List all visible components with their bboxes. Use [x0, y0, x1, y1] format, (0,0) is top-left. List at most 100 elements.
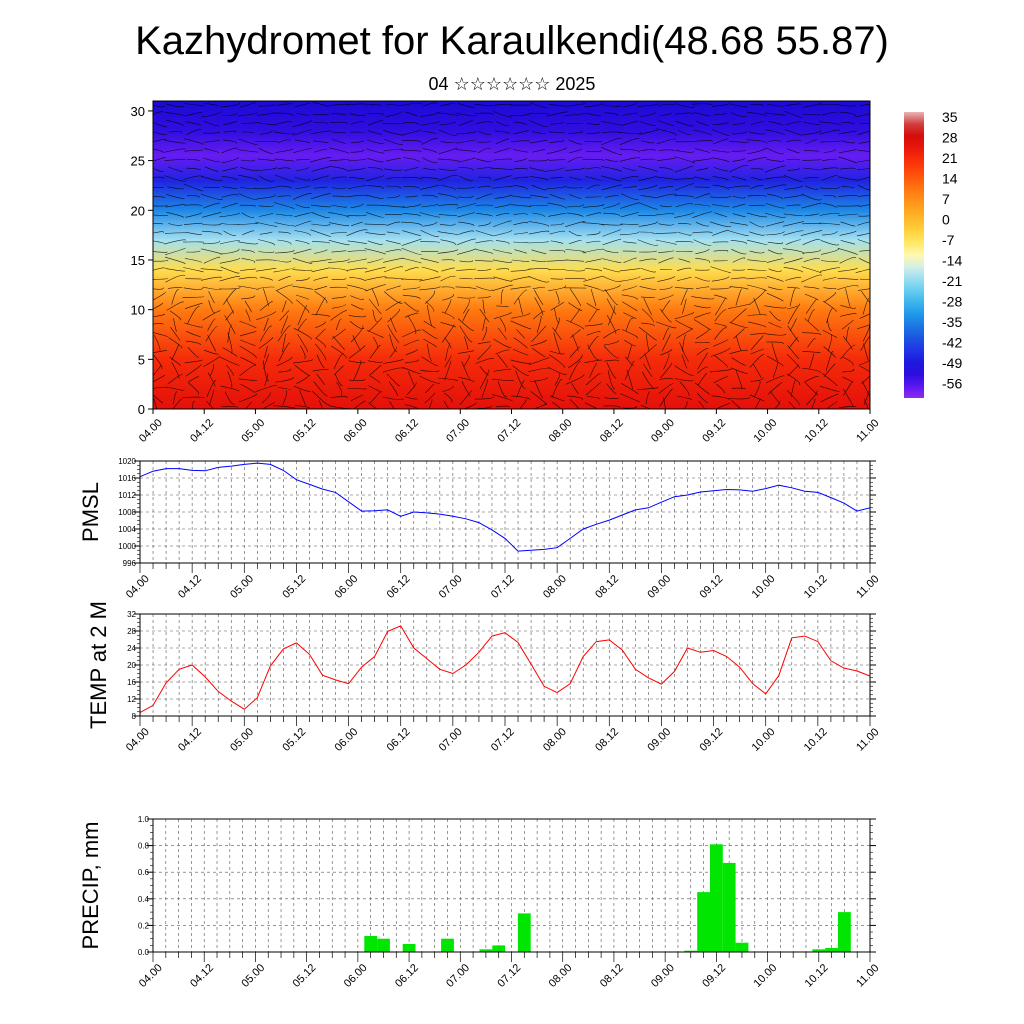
wind-vector: [637, 239, 659, 246]
wind-vector: [494, 203, 511, 208]
wind-vector: [275, 376, 294, 383]
y-axis-label: TEMP at 2 M: [86, 601, 111, 729]
wind-vector: [368, 317, 383, 333]
wind-vector: [513, 149, 529, 153]
colorbar-label: -49: [942, 355, 962, 371]
wind-vector: [440, 275, 456, 282]
wind-vector: [497, 327, 507, 340]
wind-vector: [716, 383, 726, 394]
wind-vector: [548, 213, 566, 217]
wind-vector: [694, 312, 711, 319]
wind-vector: [764, 212, 786, 218]
wind-vector: [475, 249, 494, 254]
wind-vector: [294, 212, 311, 218]
wind-vector: [712, 339, 729, 347]
wind-vector: [514, 249, 527, 254]
wind-vector: [239, 364, 257, 377]
wind-vector: [840, 167, 856, 170]
precip-bar: [697, 892, 710, 952]
wind-vector: [476, 405, 492, 409]
wind-vector: [714, 322, 728, 327]
wind-vector: [567, 395, 584, 400]
wind-vector: [201, 111, 222, 118]
wind-vector: [839, 405, 857, 408]
wind-vector: [421, 204, 439, 208]
wind-vector: [550, 222, 564, 226]
wind-vector: [674, 211, 695, 218]
wind-vector: [185, 231, 202, 235]
wind-vector: [837, 248, 858, 255]
wind-vector: [736, 335, 742, 351]
x-tick-label: 10.00: [750, 726, 778, 754]
wind-vector: [386, 231, 401, 235]
wind-vector: [801, 332, 822, 336]
wind-vector: [513, 176, 529, 179]
wind-vector: [295, 294, 309, 300]
wind-vector: [314, 285, 328, 291]
wind-vector: [663, 353, 670, 370]
wind-vector: [182, 296, 205, 298]
wind-vector: [528, 112, 550, 115]
wind-vector: [259, 301, 273, 311]
wind-vector: [862, 297, 870, 315]
wind-vector: [621, 176, 639, 180]
wind-vector: [732, 158, 746, 162]
x-tick-label: 10.12: [802, 573, 830, 601]
wind-vector: [406, 382, 417, 396]
wind-vector: [765, 129, 785, 136]
wind-vector: [585, 176, 602, 181]
wind-vector: [330, 345, 347, 359]
wind-vector: [275, 284, 294, 292]
wind-vector: [496, 268, 510, 271]
wind-vector: [419, 212, 440, 218]
wind-vector: [842, 356, 854, 366]
wind-vector: [475, 240, 494, 244]
wind-vector: [712, 121, 730, 125]
wind-vector: [548, 131, 566, 134]
wind-vector: [492, 111, 512, 118]
wind-vector: [220, 385, 240, 392]
wind-vector: [459, 325, 473, 343]
wind-vector: [657, 103, 675, 106]
y-tick-label: 15: [131, 253, 145, 268]
wind-vector: [588, 308, 598, 322]
wind-vector: [710, 195, 732, 198]
wind-vector: [312, 102, 329, 108]
wind-vector: [746, 277, 768, 280]
x-tick-label: 09.00: [645, 573, 673, 601]
wind-vector: [316, 354, 325, 369]
wind-vector: [747, 259, 767, 262]
wind-vector: [564, 112, 586, 116]
wind-vector: [836, 205, 860, 207]
wind-vector: [790, 380, 796, 398]
wind-vector: [802, 113, 821, 116]
wind-vector: [514, 168, 528, 170]
wind-vector: [857, 184, 870, 191]
wind-vector: [422, 157, 438, 163]
wind-vector: [474, 277, 495, 280]
wind-vector: [203, 120, 220, 127]
wind-vector: [368, 402, 378, 409]
wind-vector: [568, 139, 582, 145]
wind-vector: [715, 297, 727, 316]
precip-bar: [479, 949, 493, 952]
wind-vector: [619, 157, 640, 162]
wind-vector: [400, 102, 423, 106]
wind-vector: [784, 110, 803, 118]
panel-frame: [139, 460, 871, 564]
wind-vector: [366, 204, 384, 207]
wind-vector: [183, 138, 204, 145]
x-tick-label: 09.00: [649, 417, 677, 445]
wind-vector: [203, 157, 220, 163]
wind-vector: [224, 315, 236, 335]
wind-vector: [623, 241, 637, 244]
wind-vector: [585, 381, 602, 396]
wind-vector: [312, 241, 330, 244]
wind-vector: [657, 120, 675, 127]
wind-vector: [711, 129, 730, 136]
wind-vector: [203, 140, 220, 143]
wind-vector: [552, 327, 562, 341]
wind-vector: [783, 230, 804, 236]
wind-vector: [422, 148, 438, 154]
precip-bar: [377, 938, 390, 952]
